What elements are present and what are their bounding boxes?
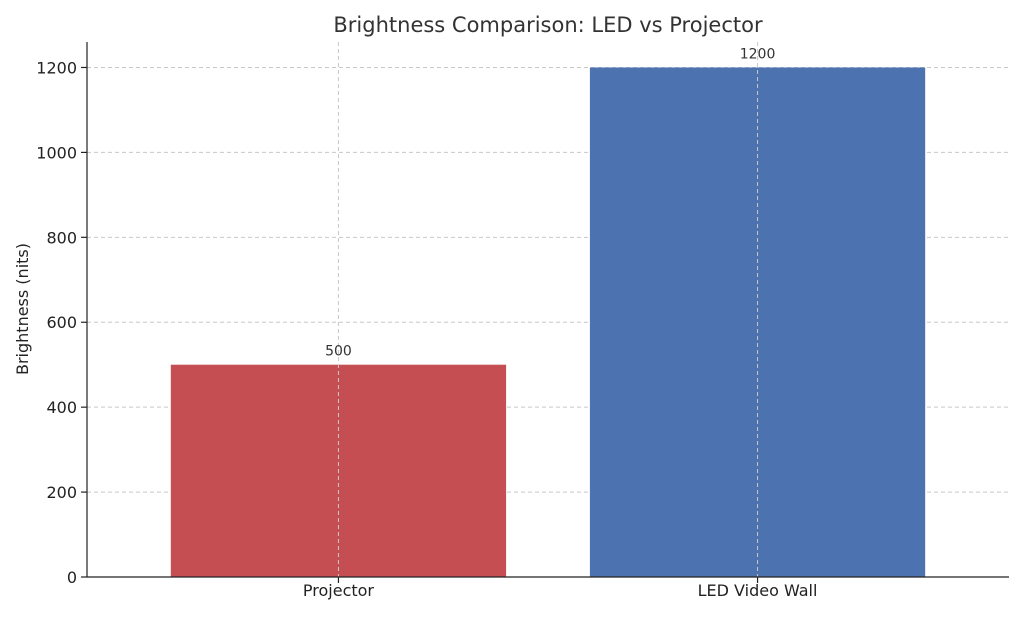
y-tick-label: 200	[46, 483, 77, 502]
axes	[81, 42, 1009, 583]
vertical-grid	[337, 42, 759, 577]
y-tick-label: 1200	[36, 58, 77, 77]
y-tick-label: 0	[67, 568, 77, 587]
bar-value-label: 1200	[740, 46, 776, 62]
y-tick-label: 600	[46, 313, 77, 332]
y-tick-label: 1000	[36, 143, 77, 162]
y-tick-label: 400	[46, 398, 77, 417]
y-axis-label: Brightness (nits)	[13, 243, 32, 375]
labels: 0 200 400 600 800 1000 1200 Projector 500 LED Vid…	[36, 46, 817, 600]
x-tick-label: Projector	[303, 581, 375, 600]
x-tick-label: LED Video Wall	[698, 581, 818, 600]
y-tick-label: 800	[46, 228, 77, 247]
bar-value-label: 500	[325, 344, 352, 360]
chart-title: Brightness Comparison: LED vs Projector	[333, 13, 763, 37]
